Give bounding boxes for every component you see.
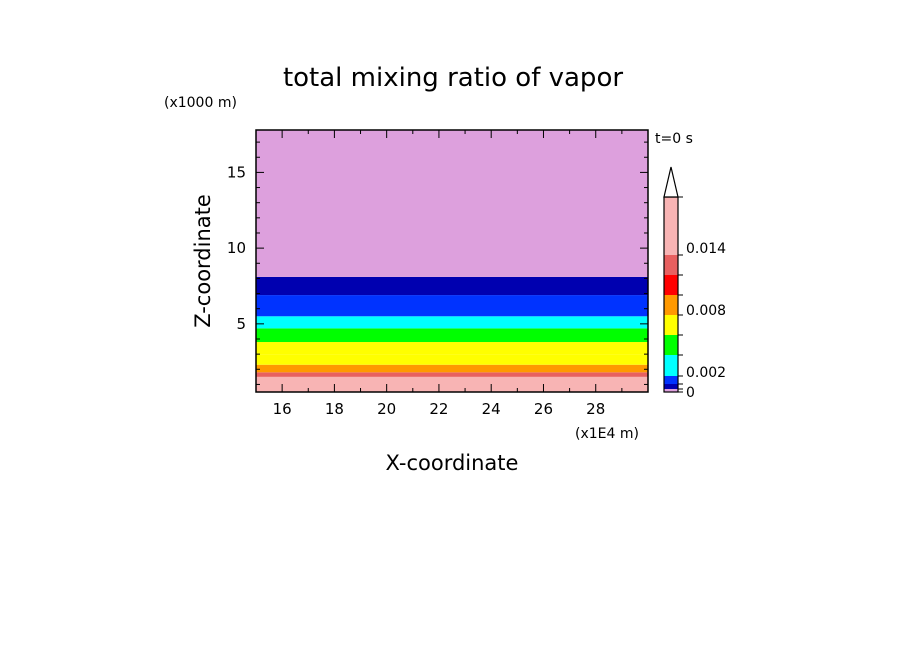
x-tick-label-1: 18 xyxy=(325,400,344,418)
colorbar: 0 0.002 0.008 0.014 xyxy=(663,166,726,401)
x-tick-label-6: 28 xyxy=(586,400,605,418)
colorbar-segment-4 xyxy=(664,335,678,355)
time-label: t=0 s xyxy=(655,131,693,147)
colorbar-extension xyxy=(663,166,679,198)
x-tick-label-0: 16 xyxy=(273,400,292,418)
x-unit-label: (x1E4 m) xyxy=(575,426,639,442)
colorbar-segment-7 xyxy=(664,275,678,295)
contour-band-0 xyxy=(256,376,648,392)
y-unit-label: (x1000 m) xyxy=(164,95,237,111)
colorbar-label-3: 0.014 xyxy=(686,241,726,257)
colorbar-segment-3 xyxy=(664,355,678,376)
y-tick-label-1: 10 xyxy=(227,239,246,257)
y-tick-label-0: 5 xyxy=(236,315,246,333)
colorbar-segment-9 xyxy=(664,197,678,255)
colorbar-segment-0 xyxy=(664,389,678,392)
contour-band-7 xyxy=(256,295,648,317)
x-tick-label-3: 22 xyxy=(429,400,448,418)
contour-band-4 xyxy=(256,342,648,355)
x-tick-label-2: 20 xyxy=(377,400,396,418)
x-tick-label-4: 24 xyxy=(482,400,501,418)
plot-frame xyxy=(255,129,649,393)
chart-title: total mixing ratio of vapor xyxy=(283,63,623,93)
colorbar-label-2: 0.008 xyxy=(686,303,726,319)
x-axis-label: X-coordinate xyxy=(386,451,519,475)
y-axis-label: Z-coordinate xyxy=(191,194,215,328)
contour-band-2 xyxy=(256,364,648,373)
y-tick-label-2: 15 xyxy=(227,163,246,181)
colorbar-segment-5 xyxy=(664,315,678,335)
contour-band-1 xyxy=(256,372,648,377)
contour-band-6 xyxy=(256,316,648,329)
colorbar-segment-6 xyxy=(664,295,678,315)
contour-bands xyxy=(256,130,648,392)
contour-band-8 xyxy=(256,276,648,296)
colorbar-label-0: 0 xyxy=(686,385,695,401)
contour-band-9 xyxy=(256,130,648,277)
colorbar-label-1: 0.002 xyxy=(686,365,726,381)
contour-band-3 xyxy=(256,354,648,365)
colorbar-segment-8 xyxy=(664,255,678,275)
axis-ticks: 16 18 20 22 24 26 28 5 10 15 xyxy=(227,130,649,418)
contour-band-5 xyxy=(256,328,648,343)
colorbar-segment-2 xyxy=(664,376,678,384)
colorbar-segment-1 xyxy=(664,384,678,389)
x-tick-label-5: 26 xyxy=(534,400,553,418)
